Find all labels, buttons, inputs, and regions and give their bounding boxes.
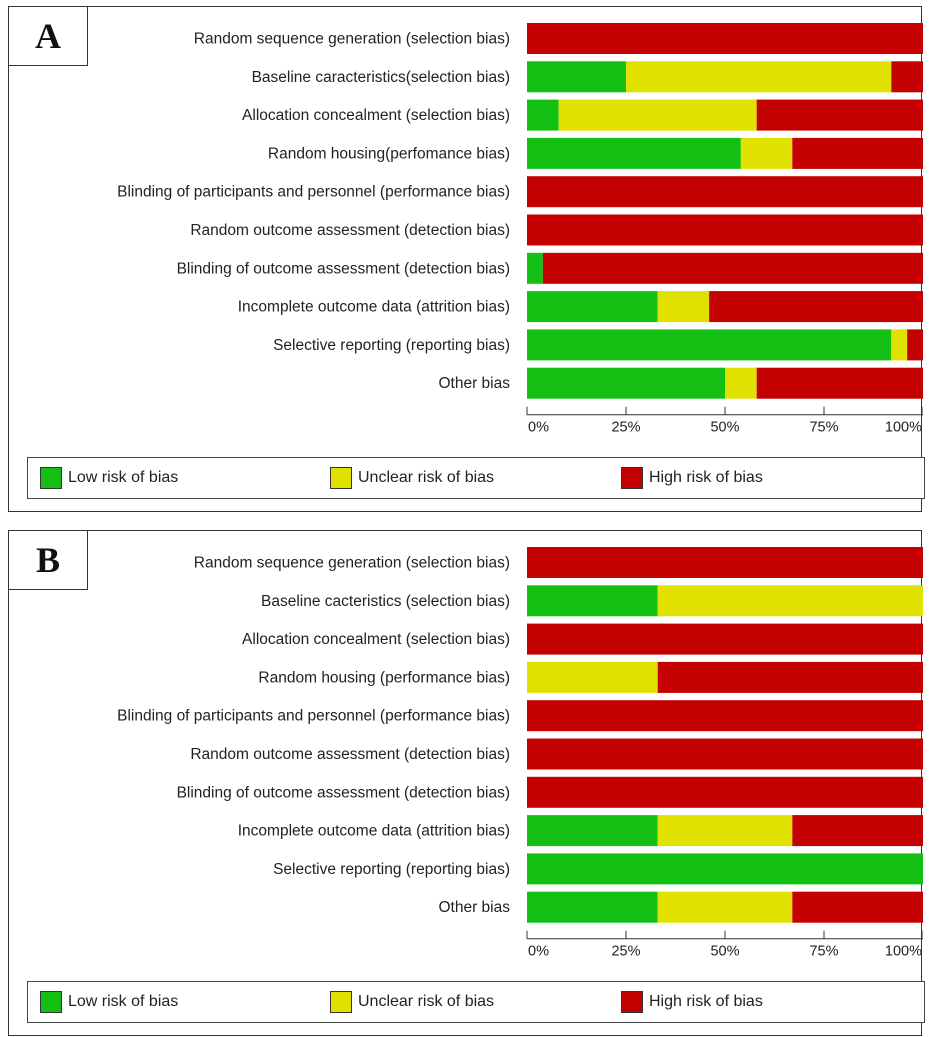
x-tick-label: 50% bbox=[710, 420, 739, 436]
legend-item-high: High risk of bias bbox=[621, 467, 763, 489]
legend-item-low: Low risk of bias bbox=[40, 991, 178, 1013]
bar-segment-unclear bbox=[558, 99, 757, 131]
bar-segment-low bbox=[527, 329, 892, 361]
legend-item-unclear: Unclear risk of bias bbox=[330, 991, 494, 1013]
legend-label-low: Low risk of bias bbox=[68, 469, 179, 486]
legend-item-unclear: Unclear risk of bias bbox=[330, 467, 494, 489]
category-label: Incomplete outcome data (attrition bias) bbox=[238, 299, 510, 316]
bar-segment-low bbox=[527, 815, 658, 847]
bar-segment-high bbox=[792, 137, 923, 169]
category-label: Blinding of participants and personnel (… bbox=[117, 708, 510, 725]
x-tick-label: 75% bbox=[809, 944, 838, 960]
legend-label-high: High risk of bias bbox=[649, 993, 763, 1010]
category-label: Incomplete outcome data (attrition bias) bbox=[238, 823, 510, 840]
legend-label-low: Low risk of bias bbox=[68, 993, 179, 1010]
bar-segment-unclear bbox=[657, 815, 793, 847]
bar-segment-high bbox=[527, 176, 923, 208]
bar-segment-unclear bbox=[527, 661, 658, 693]
category-label: Other bias bbox=[438, 899, 510, 916]
legend-swatch-low bbox=[40, 991, 62, 1013]
bar-segment-low bbox=[527, 137, 741, 169]
bar-segment-low bbox=[527, 291, 658, 323]
bar-segment-high bbox=[657, 661, 923, 693]
bar-segment-unclear bbox=[891, 329, 908, 361]
legend-swatch-low bbox=[40, 467, 62, 489]
category-label: Other bias bbox=[438, 375, 510, 392]
bar-segment-low bbox=[527, 367, 725, 399]
category-label: Allocation concealment (selection bias) bbox=[242, 107, 510, 124]
x-tick-label: 25% bbox=[611, 944, 640, 960]
bar-segment-unclear bbox=[740, 137, 793, 169]
legend-b: Low risk of bias Unclear risk of bias Hi… bbox=[27, 981, 925, 1023]
bar-segment-high bbox=[756, 367, 923, 399]
bar-segment-low bbox=[527, 61, 626, 93]
bar-segment-high bbox=[792, 891, 923, 923]
bar-segment-high bbox=[527, 23, 923, 54]
category-label: Blinding of participants and personnel (… bbox=[117, 184, 510, 201]
legend-item-high: High risk of bias bbox=[621, 991, 763, 1013]
bar-segment-low bbox=[527, 99, 559, 131]
x-tick-label: 100% bbox=[885, 944, 922, 960]
x-tick-label: 75% bbox=[809, 420, 838, 436]
panel-label-b: B bbox=[8, 530, 88, 590]
legend-item-low: Low risk of bias bbox=[40, 467, 178, 489]
x-tick-label: 0% bbox=[528, 944, 549, 960]
category-label: Random sequence generation (selection bi… bbox=[194, 31, 510, 48]
bar-segment-unclear bbox=[626, 61, 892, 93]
legend-swatch-unclear bbox=[330, 991, 352, 1013]
risk-of-bias-chart-a: Random sequence generation (selection bi… bbox=[117, 23, 923, 436]
bar-segment-high bbox=[792, 815, 923, 847]
x-tick-label: 0% bbox=[528, 420, 549, 436]
legend-a: Low risk of bias Unclear risk of bias Hi… bbox=[27, 457, 925, 499]
bar-segment-unclear bbox=[657, 891, 793, 923]
bar-segment-high bbox=[527, 214, 923, 246]
bar-segment-high bbox=[527, 623, 923, 655]
bar-segment-low bbox=[527, 853, 923, 885]
bar-segment-high bbox=[527, 700, 923, 732]
bar-segment-unclear bbox=[657, 291, 710, 323]
bar-segment-high bbox=[907, 329, 923, 361]
category-label: Selective reporting (reporting bias) bbox=[273, 861, 510, 878]
category-label: Blinding of outcome assessment (detectio… bbox=[177, 784, 510, 801]
panel-label-a: A bbox=[8, 6, 88, 66]
bar-segment-high bbox=[527, 547, 923, 578]
bar-segment-high bbox=[527, 776, 923, 808]
bar-segment-high bbox=[756, 99, 923, 131]
legend-label-unclear: Unclear risk of bias bbox=[358, 993, 495, 1010]
bar-segment-high bbox=[709, 291, 923, 323]
bar-segment-unclear bbox=[657, 585, 923, 617]
legend-swatch-high bbox=[621, 467, 643, 489]
legend-swatch-high bbox=[621, 991, 643, 1013]
bar-segment-unclear bbox=[725, 367, 757, 399]
category-label: Random outcome assessment (detection bia… bbox=[190, 222, 510, 239]
x-tick-label: 100% bbox=[885, 420, 922, 436]
category-label: Random housing (performance bias) bbox=[258, 669, 510, 686]
category-label: Baseline caracteristics(selection bias) bbox=[252, 69, 510, 86]
x-tick-label: 50% bbox=[710, 944, 739, 960]
bar-segment-high bbox=[891, 61, 923, 93]
bar-segment-high bbox=[527, 738, 923, 770]
legend-label-unclear: Unclear risk of bias bbox=[358, 469, 495, 486]
panel-b: B Random sequence generation (selection … bbox=[8, 530, 925, 1036]
category-label: Allocation concealment (selection bias) bbox=[242, 631, 510, 648]
category-label: Selective reporting (reporting bias) bbox=[273, 337, 510, 354]
panel-a: A Random sequence generation (selection … bbox=[8, 6, 925, 512]
legend-label-high: High risk of bias bbox=[649, 469, 763, 486]
legend-swatch-unclear bbox=[330, 467, 352, 489]
risk-of-bias-chart-b: Random sequence generation (selection bi… bbox=[117, 547, 923, 960]
bar-segment-low bbox=[527, 252, 543, 284]
category-label: Random housing(perfomance bias) bbox=[268, 145, 510, 162]
bar-segment-high bbox=[542, 252, 923, 284]
bar-segment-low bbox=[527, 585, 658, 617]
bar-segment-low bbox=[527, 891, 658, 923]
x-tick-label: 25% bbox=[611, 420, 640, 436]
category-label: Random outcome assessment (detection bia… bbox=[190, 746, 510, 763]
category-label: Blinding of outcome assessment (detectio… bbox=[177, 260, 510, 277]
category-label: Baseline cacteristics (selection bias) bbox=[261, 593, 510, 610]
category-label: Random sequence generation (selection bi… bbox=[194, 555, 510, 572]
